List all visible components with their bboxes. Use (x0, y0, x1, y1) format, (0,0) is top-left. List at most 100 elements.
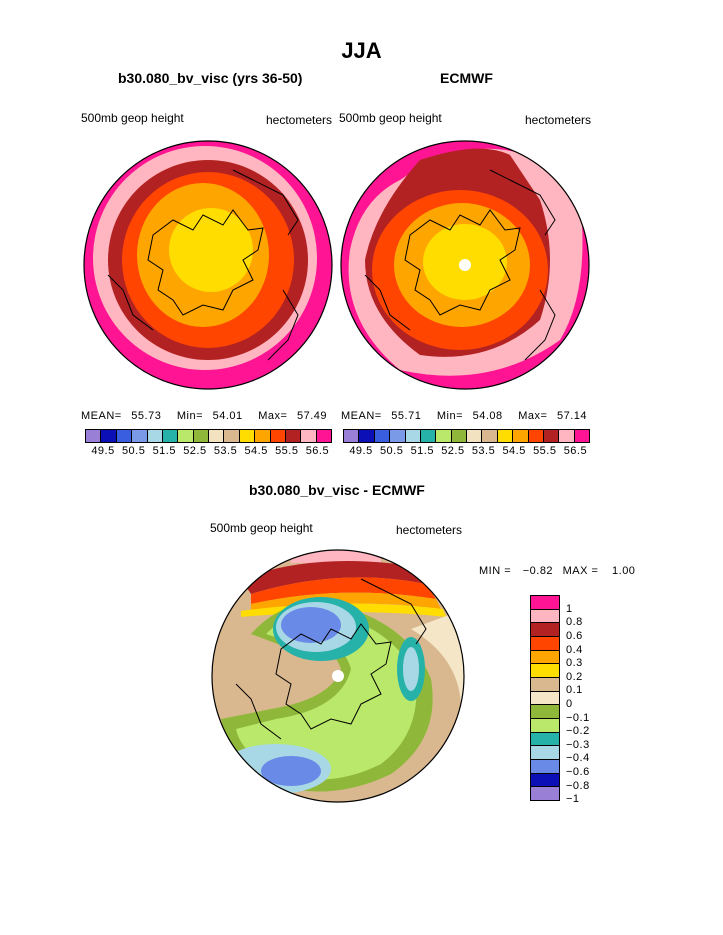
colorbar-swatch (436, 430, 452, 442)
colorbar-swatch (270, 430, 286, 442)
panel3-band-top-darkred (241, 561, 431, 594)
panel3-map (211, 549, 465, 803)
panel2-colorbar (343, 429, 590, 443)
panel2-left-label: 500mb geop height (339, 111, 442, 125)
colorbar-swatch (531, 719, 559, 733)
colorbar-swatch (531, 691, 559, 706)
colorbar-tick-label: −0.8 (566, 779, 590, 792)
colorbar-tick-label: 51.5 (152, 445, 176, 457)
colorbar-tick-label: 49.5 (91, 445, 115, 457)
colorbar-swatch (239, 430, 256, 442)
colorbar-swatch (531, 773, 559, 788)
colorbar-tick-label: 0.8 (566, 616, 583, 629)
colorbar-swatch (209, 430, 225, 442)
panel3-right-label: hectometers (396, 523, 463, 537)
colorbar-swatch (559, 430, 575, 442)
panel3-min: −0.82 (522, 565, 554, 577)
colorbar-tick-label: −0.1 (566, 711, 590, 724)
colorbar-swatch (531, 650, 559, 665)
panel2-coastline (364, 169, 556, 361)
panel1-left-label: 500mb geop height (81, 111, 184, 125)
colorbar-tick-label: 0.6 (566, 630, 583, 642)
colorbar-tick-label: 0 (566, 698, 573, 710)
panel1-coastline (107, 169, 299, 361)
colorbar-tick-label: 55.5 (533, 445, 557, 457)
colorbar-swatch (132, 430, 148, 442)
colorbar-swatch (101, 430, 117, 442)
colorbar-swatch (390, 430, 406, 442)
colorbar-tick-label: 0.1 (566, 684, 583, 697)
colorbar-tick-label: 50.5 (379, 445, 404, 457)
panel3-band-lightblue-east (403, 647, 419, 691)
panel2-min-label: Min= (436, 410, 464, 422)
colorbar-tick-label: −0.4 (566, 752, 590, 765)
panel3-pole-marker (332, 670, 344, 682)
colorbar-tick-label: 54.5 (502, 445, 526, 457)
colorbar-swatch (359, 430, 375, 442)
colorbar-swatch (255, 430, 271, 442)
panel3-band-lightgreen (236, 611, 417, 780)
colorbar-tick-label: 0.3 (566, 657, 583, 670)
panel1-max: 57.49 (296, 410, 327, 422)
colorbar-swatch (86, 430, 102, 442)
panel1-mean-label: MEAN= (81, 410, 122, 422)
panel2-min: 54.08 (472, 410, 503, 422)
panel2-title: ECMWF (440, 70, 493, 86)
colorbar-tick-label: 53.5 (213, 445, 238, 457)
colorbar-tick-label: 56.5 (563, 445, 588, 457)
colorbar-swatch (178, 430, 194, 442)
colorbar-tick-label: −0.3 (566, 738, 590, 751)
panel3-coastline (235, 578, 427, 740)
panel2-map (340, 140, 590, 390)
panel3-band-blue-south (261, 756, 321, 786)
colorbar-swatch (531, 760, 559, 774)
colorbar-swatch (467, 430, 483, 442)
panel2-mean-label: MEAN= (341, 410, 382, 422)
panel1-title: b30.080_bv_visc (yrs 36-50) (118, 70, 303, 86)
colorbar-tick-label: 55.5 (275, 445, 299, 457)
colorbar-swatch (116, 430, 133, 442)
panel2-pole-marker (459, 259, 471, 271)
panel2-max-label: Max= (518, 410, 548, 422)
colorbar-swatch (531, 705, 559, 720)
colorbar-tick-label: 56.5 (305, 445, 330, 457)
colorbar-tick-label: 0.4 (566, 643, 583, 656)
colorbar-tick-label: 52.5 (441, 445, 465, 457)
colorbar-swatch (531, 746, 559, 761)
colorbar-swatch (528, 430, 544, 442)
panel3-colorbar (530, 595, 560, 801)
colorbar-swatch (531, 787, 559, 801)
colorbar-tick-label: 1 (566, 602, 573, 615)
colorbar-swatch (374, 430, 391, 442)
colorbar-swatch (482, 430, 498, 442)
colorbar-tick-label: 50.5 (121, 445, 146, 457)
panel1-min: 54.01 (212, 410, 243, 422)
colorbar-tick-label: −0.2 (566, 725, 590, 738)
colorbar-swatch (543, 430, 560, 442)
panel1-mean: 55.73 (131, 410, 162, 422)
colorbar-swatch (531, 664, 559, 679)
panel3-max-label: MAX = (562, 565, 599, 577)
colorbar-swatch (162, 430, 179, 442)
colorbar-swatch (451, 430, 467, 442)
colorbar-tick-label: 51.5 (410, 445, 434, 457)
panel3-left-label: 500mb geop height (210, 521, 313, 535)
panel3-min-label: MIN = (479, 565, 512, 577)
panel1-min-label: Min= (176, 410, 204, 422)
colorbar-swatch (316, 430, 331, 442)
panel2-mean: 55.71 (391, 410, 422, 422)
colorbar-swatch (224, 430, 240, 442)
colorbar-swatch (531, 732, 559, 747)
panel3-title: b30.080_bv_visc - ECMWF (249, 482, 425, 498)
panel1-right-label: hectometers (266, 113, 333, 127)
colorbar-swatch (531, 623, 559, 638)
panel1-map (83, 140, 333, 390)
colorbar-swatch (193, 430, 209, 442)
colorbar-swatch (405, 430, 421, 442)
colorbar-swatch (301, 430, 317, 442)
panel1-colorbar (85, 429, 332, 443)
colorbar-swatch (531, 609, 559, 624)
panel3-band-blue (281, 607, 341, 643)
panel3-band-top-orangered (251, 577, 436, 604)
colorbar-tick-label: 0.2 (566, 670, 583, 683)
